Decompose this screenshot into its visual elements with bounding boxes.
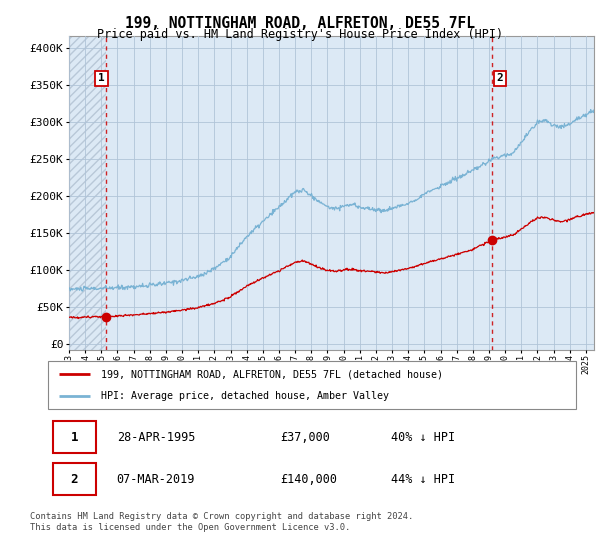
Text: 1: 1 [98,73,105,83]
Text: 1: 1 [71,431,78,444]
Text: 2: 2 [71,473,78,486]
Text: 40% ↓ HPI: 40% ↓ HPI [391,431,455,444]
Text: 28-APR-1995: 28-APR-1995 [116,431,195,444]
Text: 199, NOTTINGHAM ROAD, ALFRETON, DE55 7FL: 199, NOTTINGHAM ROAD, ALFRETON, DE55 7FL [125,16,475,31]
Bar [69,36,106,350]
Text: 44% ↓ HPI: 44% ↓ HPI [391,473,455,486]
FancyBboxPatch shape [48,361,576,409]
Text: 199, NOTTINGHAM ROAD, ALFRETON, DE55 7FL (detached house): 199, NOTTINGHAM ROAD, ALFRETON, DE55 7FL… [101,369,443,379]
Text: Price paid vs. HM Land Registry's House Price Index (HPI): Price paid vs. HM Land Registry's House … [97,28,503,41]
Text: £140,000: £140,000 [280,473,337,486]
FancyBboxPatch shape [53,463,95,496]
Text: 2: 2 [497,73,503,83]
FancyBboxPatch shape [53,421,95,454]
Text: HPI: Average price, detached house, Amber Valley: HPI: Average price, detached house, Ambe… [101,391,389,401]
Text: £37,000: £37,000 [280,431,330,444]
Text: Contains HM Land Registry data © Crown copyright and database right 2024.
This d: Contains HM Land Registry data © Crown c… [30,512,413,532]
Text: 07-MAR-2019: 07-MAR-2019 [116,473,195,486]
